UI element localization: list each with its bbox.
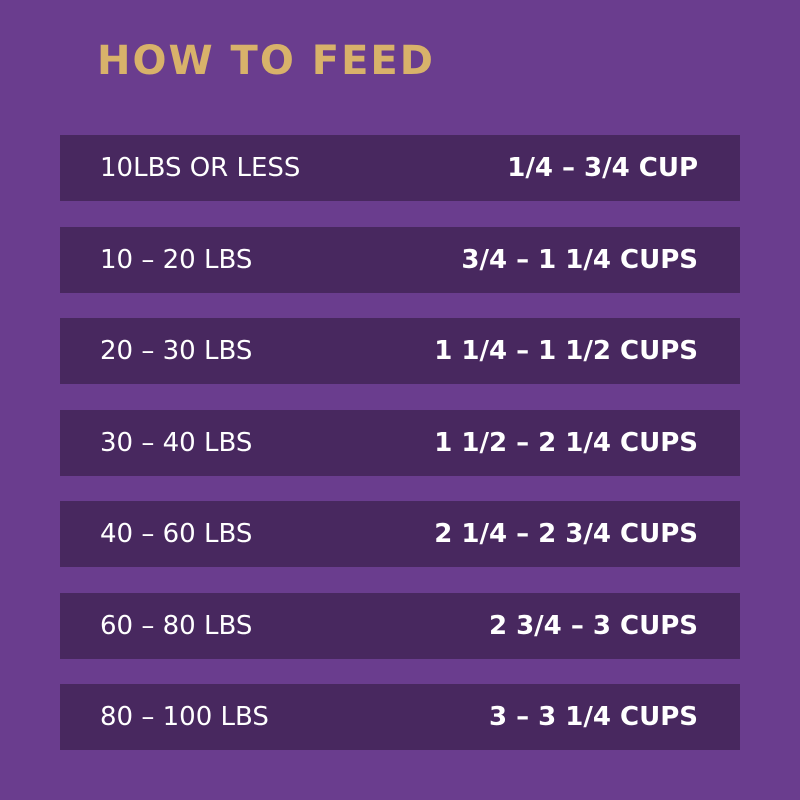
cups: 3 – 3 1/4 CUPS xyxy=(488,702,698,732)
weight: 10 – 20 LBS xyxy=(100,244,253,275)
table-row: 10LBS OR LESS 1/4 – 3/4 CUP xyxy=(60,135,740,201)
table-row: 20 – 30 LBS 1 1/4 – 1 1/2 CUPS xyxy=(60,318,740,384)
table-row: 40 – 60 LBS 2 1/4 – 2 3/4 CUPS xyxy=(60,501,740,567)
weight: 60 – 80 LBS xyxy=(100,610,253,641)
cups: 2 3/4 – 3 CUPS xyxy=(488,610,698,641)
cups: 3/4 – 1 1/4 CUPS xyxy=(461,244,698,275)
table-row: 80 – 100 LBS 3 – 3 1/4 CUPS xyxy=(60,684,740,750)
cups: 1/4 – 3/4 CUP xyxy=(507,153,698,183)
weight: 80 – 100 LBS xyxy=(100,702,269,732)
cups: 1 1/4 – 1 1/2 CUPS xyxy=(434,336,698,366)
cups: 2 1/4 – 2 3/4 CUPS xyxy=(434,519,698,549)
weight: 30 – 40 LBS xyxy=(100,427,253,458)
cups: 1 1/2 – 2 1/4 CUPS xyxy=(434,427,698,458)
table-row: 10 – 20 LBS 3/4 – 1 1/4 CUPS xyxy=(60,226,740,293)
weight: 20 – 30 LBS xyxy=(100,336,253,366)
weight: 40 – 60 LBS xyxy=(100,519,253,549)
title: HOW TO FEED xyxy=(97,38,435,84)
weight: 10LBS OR LESS xyxy=(100,153,301,183)
table-row: 30 – 40 LBS 1 1/2 – 2 1/4 CUPS xyxy=(60,409,740,476)
table-row: 60 – 80 LBS 2 3/4 – 3 CUPS xyxy=(60,592,740,659)
